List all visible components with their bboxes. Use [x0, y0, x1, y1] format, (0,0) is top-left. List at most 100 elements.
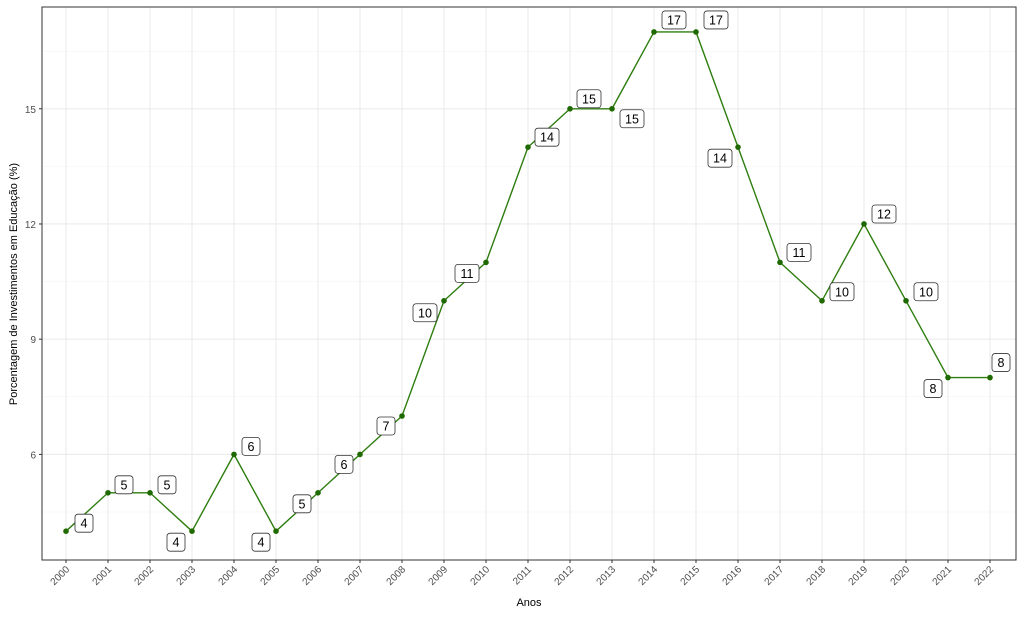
data-label-text: 15 [582, 92, 596, 106]
x-axis-title: Anos [516, 597, 542, 609]
data-label-text: 5 [299, 497, 306, 511]
data-label-text: 10 [919, 285, 933, 299]
data-label-box [157, 475, 177, 495]
data-label-text: 17 [667, 13, 681, 27]
x-tick-label: 2011 [511, 564, 534, 587]
data-label-text: 11 [461, 267, 474, 281]
data-label-text: 14 [713, 152, 727, 166]
data-label-box [114, 475, 134, 495]
x-tick-label: 2022 [973, 564, 997, 588]
data-label-box [991, 353, 1011, 372]
data-label-text: 8 [998, 356, 1005, 370]
x-tick-label: 2015 [679, 564, 703, 588]
x-tick-label: 2006 [301, 564, 325, 588]
data-label-box [376, 416, 396, 436]
data-label: 6 [241, 436, 261, 456]
x-tick-label: 2001 [91, 564, 115, 588]
data-label: 17 [661, 10, 687, 30]
panel-background [42, 7, 1016, 560]
data-label: 8 [991, 353, 1011, 372]
data-label: 4 [166, 532, 186, 552]
data-point [315, 489, 321, 496]
data-label: 10 [913, 282, 939, 302]
data-label: 5 [292, 494, 312, 514]
data-label-box [454, 263, 480, 283]
data-label-text: 4 [258, 536, 265, 550]
data-label: 8 [923, 379, 943, 398]
data-point [777, 259, 783, 266]
data-label-box [412, 303, 438, 323]
y-tick-label: 9 [30, 335, 36, 346]
x-tick-label: 2007 [343, 564, 367, 588]
data-label: 14 [534, 127, 560, 147]
data-label-text: 17 [709, 13, 723, 27]
data-label-text: 6 [341, 458, 348, 472]
data-label-text: 6 [248, 440, 255, 454]
data-label: 12 [871, 204, 897, 224]
x-tick-label: 2017 [763, 564, 787, 588]
grid [42, 7, 1016, 560]
y-axis-title: Porcentagem de Investimentos em Educação… [8, 163, 20, 405]
data-label: 17 [703, 10, 729, 30]
data-label-text: 8 [930, 382, 937, 396]
x-tick-label: 2021 [931, 564, 955, 588]
data-labels: 4 5 5 4 6 4 5 6 7 10 11 14 15 15 17 17 14 11 10 12 10 8 8 [74, 10, 1011, 552]
data-point [525, 144, 531, 150]
data-label-box [534, 127, 560, 147]
x-tick-label: 2014 [637, 564, 661, 588]
data-point [189, 528, 195, 534]
data-point [399, 413, 405, 419]
data-label-box [707, 148, 733, 168]
data-point [231, 451, 237, 458]
x-tick-label: 2016 [721, 564, 745, 588]
data-point [609, 105, 615, 112]
data-label: 4 [251, 532, 271, 552]
data-label-text: 7 [383, 419, 390, 433]
x-tick-label: 2019 [847, 564, 871, 588]
data-label-box [292, 494, 312, 514]
data-point [567, 105, 573, 112]
x-tick-label: 2018 [805, 564, 829, 588]
data-label: 10 [829, 282, 855, 302]
data-label-box [251, 532, 271, 552]
x-tick-label: 2013 [595, 564, 619, 588]
data-point [357, 451, 363, 458]
data-label-box [334, 454, 354, 474]
x-tick-label: 2004 [217, 564, 241, 588]
data-label-box [661, 10, 687, 30]
x-tick-label: 2010 [469, 564, 493, 588]
data-point [987, 374, 993, 381]
data-label: 11 [786, 242, 812, 262]
data-label: 5 [114, 475, 134, 495]
data-label: 10 [412, 303, 438, 323]
x-tick-label: 2005 [259, 564, 283, 588]
data-point [735, 144, 741, 150]
data-point [63, 528, 69, 534]
data-label: 14 [707, 148, 733, 168]
y-tick-label: 15 [25, 105, 37, 116]
data-label-box [703, 10, 729, 30]
data-points [63, 29, 993, 534]
data-label-text: 11 [793, 246, 806, 260]
data-label-box [166, 532, 186, 552]
x-tick-label: 2002 [133, 564, 157, 588]
x-tick-label: 2003 [175, 564, 199, 588]
data-label-text: 4 [173, 536, 180, 550]
data-point [105, 489, 111, 496]
data-label: 6 [334, 454, 354, 474]
data-point [483, 259, 489, 266]
data-label-text: 14 [540, 131, 554, 145]
data-label: 15 [619, 109, 645, 129]
data-label: 7 [376, 416, 396, 436]
x-tick-label: 2009 [427, 564, 451, 588]
data-label-box [913, 282, 939, 302]
x-tick-label: 2000 [49, 564, 73, 588]
data-point [147, 489, 153, 496]
y-tick-label: 12 [25, 220, 37, 231]
data-point [693, 29, 699, 35]
data-label: 4 [74, 513, 94, 533]
data-label-box [786, 242, 812, 262]
data-point [441, 297, 447, 304]
data-label-box [829, 282, 855, 302]
